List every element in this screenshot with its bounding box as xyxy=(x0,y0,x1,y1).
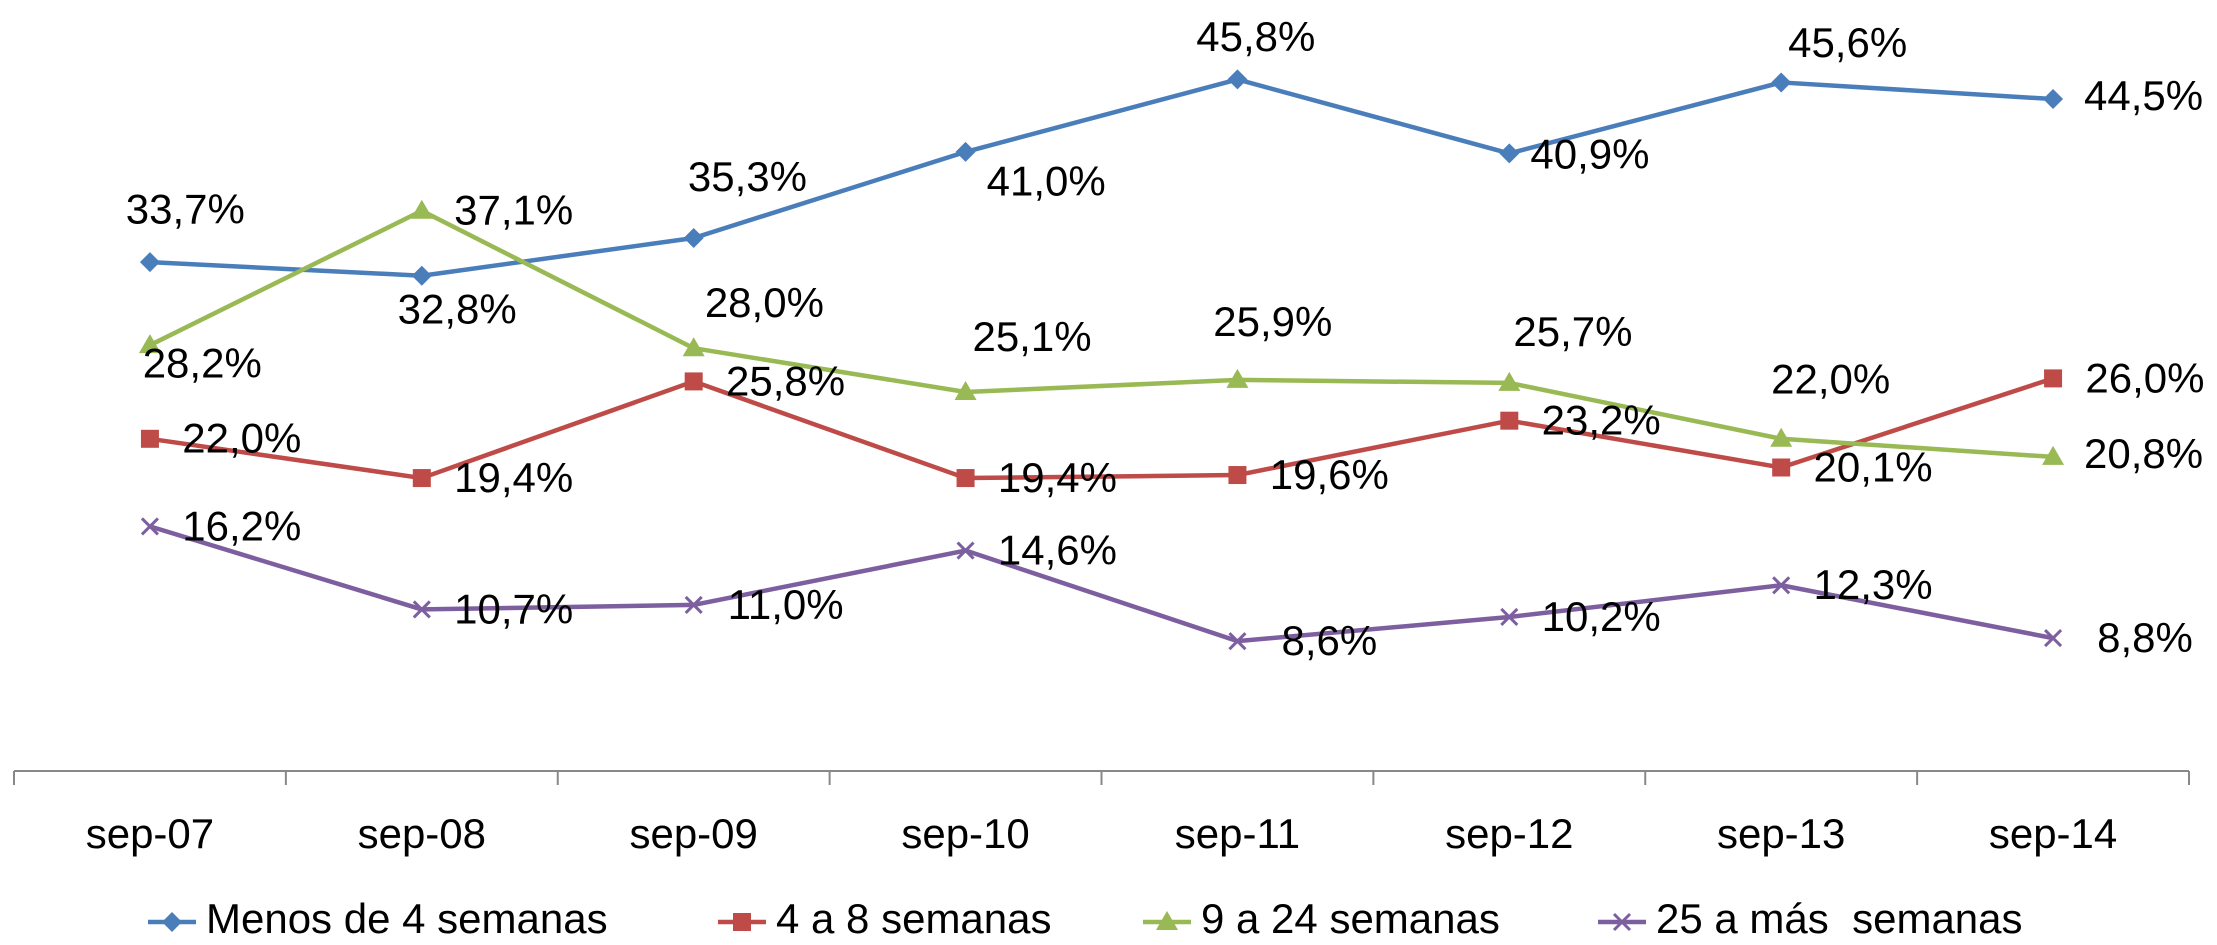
point xyxy=(138,334,161,354)
point xyxy=(955,141,976,162)
data-label: 14,6% xyxy=(998,526,1117,573)
point xyxy=(1500,607,1519,627)
data-label: 16,2% xyxy=(182,502,301,549)
data-label: 19,6% xyxy=(1270,451,1389,498)
x-tick-label: sep-09 xyxy=(629,810,757,857)
point xyxy=(2042,445,2065,465)
x-tick-label: sep-13 xyxy=(1717,810,1845,857)
legend-label: 9 a 24 semanas xyxy=(1201,895,1500,942)
data-label: 25,7% xyxy=(1513,308,1632,355)
data-label: 22,0% xyxy=(182,415,301,462)
data-label: 25,9% xyxy=(1213,298,1332,345)
data-label: 45,6% xyxy=(1788,19,1907,66)
data-label: 8,8% xyxy=(2097,614,2193,661)
point xyxy=(1499,143,1520,164)
point xyxy=(1226,368,1249,388)
data-label: 22,0% xyxy=(1771,355,1890,402)
point xyxy=(2044,369,2063,388)
data-label: 37,1% xyxy=(454,187,573,234)
legend-marker xyxy=(1156,911,1178,930)
point xyxy=(684,595,703,614)
legend-marker xyxy=(733,913,751,931)
point xyxy=(1228,466,1247,485)
series-line xyxy=(149,376,2054,481)
legend-label: 25 a más semanas xyxy=(1656,895,2023,942)
point xyxy=(412,469,431,488)
point xyxy=(1500,411,1519,430)
data-label: 10,2% xyxy=(1542,593,1661,640)
legend-label: Menos de 4 semanas xyxy=(206,895,608,942)
data-label: 25,1% xyxy=(972,313,1091,360)
point xyxy=(1772,458,1791,477)
x-tick-label: sep-10 xyxy=(901,810,1029,857)
point xyxy=(682,337,705,357)
data-label: 44,5% xyxy=(2084,72,2203,119)
data-label: 41,0% xyxy=(987,158,1106,205)
point xyxy=(410,199,433,219)
point xyxy=(1227,69,1248,90)
series-line xyxy=(149,524,2054,644)
x-tick-label: sep-07 xyxy=(86,810,214,857)
point xyxy=(1771,72,1792,93)
point xyxy=(412,600,431,619)
data-label: 11,0% xyxy=(728,581,844,628)
legend-marker xyxy=(162,912,182,932)
data-label: 19,4% xyxy=(454,454,573,501)
series-line xyxy=(149,77,2054,278)
data-label: 40,9% xyxy=(1530,131,1649,178)
point xyxy=(2043,89,2064,110)
data-label: 28,2% xyxy=(143,339,262,386)
data-label: 45,8% xyxy=(1196,13,1315,60)
point xyxy=(956,469,975,488)
point xyxy=(140,517,159,536)
data-label: 20,1% xyxy=(1814,443,1933,490)
point xyxy=(684,372,703,391)
x-tick-label: sep-11 xyxy=(1175,810,1300,857)
point xyxy=(1498,371,1521,391)
point xyxy=(411,265,432,286)
data-label: 26,0% xyxy=(2085,354,2204,401)
point xyxy=(140,429,159,448)
point xyxy=(2043,629,2063,648)
legend-label: 4 a 8 semanas xyxy=(776,895,1052,942)
point xyxy=(683,227,704,248)
data-label: 12,3% xyxy=(1814,561,1933,608)
point xyxy=(1772,576,1791,595)
x-tick-label: sep-12 xyxy=(1445,810,1573,857)
point xyxy=(1228,632,1247,651)
data-label: 33,7% xyxy=(126,186,245,233)
point xyxy=(139,252,160,273)
point xyxy=(1770,427,1793,447)
data-label: 28,0% xyxy=(705,279,824,326)
legend-marker xyxy=(1612,912,1632,932)
data-label: 20,8% xyxy=(2084,430,2203,477)
data-label: 35,3% xyxy=(688,153,807,200)
x-tick-label: sep-08 xyxy=(358,810,486,857)
series-line xyxy=(148,208,2054,460)
data-label: 32,8% xyxy=(398,286,517,333)
data-label: 25,8% xyxy=(726,357,845,404)
data-label: 10,7% xyxy=(454,585,573,632)
point xyxy=(954,380,977,400)
data-label: 8,6% xyxy=(1281,617,1377,664)
data-label: 23,2% xyxy=(1542,397,1661,444)
point xyxy=(956,541,975,560)
x-tick-label: sep-14 xyxy=(1989,810,2117,857)
data-label: 19,4% xyxy=(998,454,1117,501)
